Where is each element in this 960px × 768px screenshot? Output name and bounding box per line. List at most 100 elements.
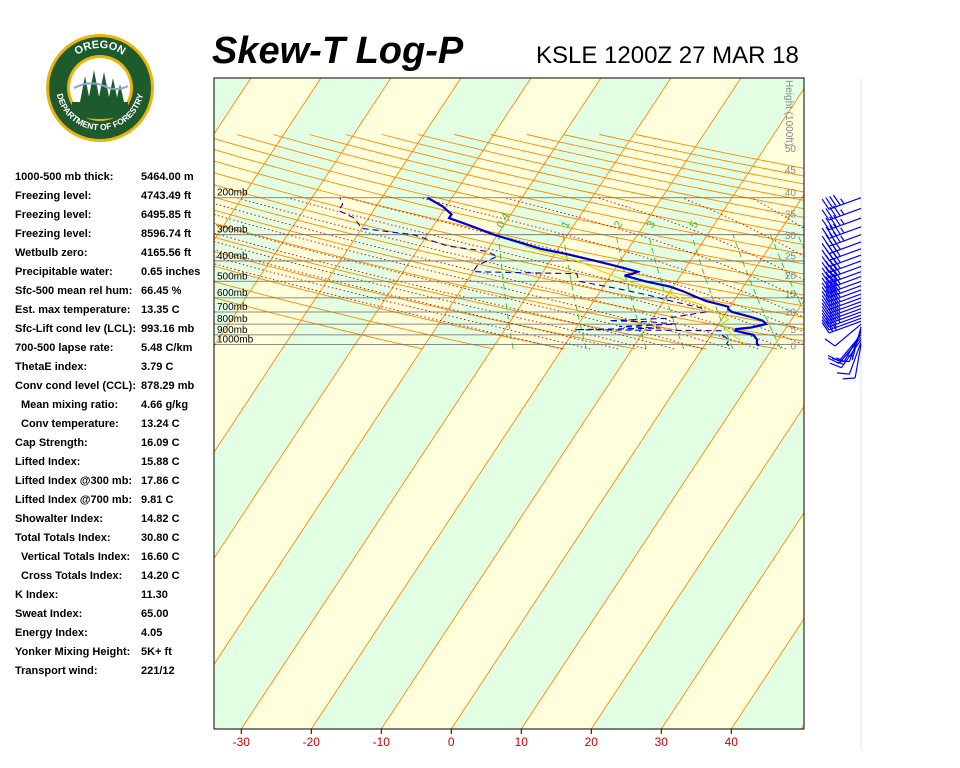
stat-label: 1000-500 mb thick: [15,171,114,183]
dry-adiabat [214,236,707,350]
x-tick-label: 10 [515,735,529,749]
isotherm-line [800,724,804,729]
stat-value: 13.24 C [141,418,180,430]
mixing-ratio-line [615,234,647,350]
height-axis-title: Height (1000ft) [783,80,794,146]
wind-barb [821,278,862,294]
chart-title: Skew-T Log-P [212,30,464,72]
stat-label: Lifted Index: [15,456,81,468]
isotherm-line [730,618,804,729]
dry-adiabat [214,250,636,350]
stat-label: Total Totals Index: [15,532,111,544]
wind-barb [824,323,862,347]
height-tick-label: 10 [785,308,797,319]
stat-value: 4743.49 ft [141,190,192,202]
wind-barb [821,245,862,261]
mixing-ratio-label: 5 [688,219,701,230]
station-label: KSLE 1200Z 27 MAR 18 [536,42,799,69]
stat-label: Conv temperature: [21,418,119,430]
moist-adiabat [214,203,759,350]
isotherm-line [310,78,742,729]
wind-barb [821,286,862,303]
x-tick-label: 30 [655,735,669,749]
mixing-ratio-label: 2 [612,219,625,230]
stat-label: ThetaE index: [15,361,88,373]
isotherm-line [450,193,804,729]
stat-label: Showalter Index: [15,513,104,525]
mixing-ratio-label: 3 [645,219,658,230]
moist-adiabat [214,232,675,350]
stat-label: Cap Strength: [15,437,88,449]
stat-value: 15.88 C [141,456,180,468]
temperature-profile [426,196,769,347]
stat-value: 4.66 g/kg [141,399,189,411]
moist-adiabat [419,197,804,318]
dry-adiabat [272,134,804,255]
wind-barb [837,341,862,375]
isobar-label: 500mb [217,271,248,282]
x-tick-label: 40 [725,735,739,749]
stat-value: 9.81 C [141,494,174,506]
dewpoint-profile [337,197,730,347]
svg-text:OREGON: OREGON [73,39,128,58]
height-tick-label: 30 [785,231,797,242]
stat-label: 700-500 lapse rate: [15,342,114,354]
isobar-label: 200mb [217,188,248,199]
isobar-label: 700mb [217,302,248,313]
stat-label: Est. max temperature: [15,304,131,316]
wind-barb [821,223,862,239]
moist-adiabat [214,241,647,350]
mixing-ratio-line [732,234,782,350]
dry-adiabat [381,134,804,227]
height-tick-label: 15 [785,290,797,301]
stat-value: 0.65 inches [141,266,201,278]
stat-value: 3.79 C [141,361,174,373]
x-tick-label: 0 [448,735,455,749]
wind-barb [821,290,862,307]
stat-label: Freezing level: [15,190,92,202]
isotherm-band [214,78,671,729]
mixing-ratio-line [691,234,734,350]
isotherm-line [380,87,804,729]
isobar-label: 1000mb [217,335,254,346]
dry-adiabat [236,134,804,265]
isotherm-line [871,78,960,729]
mixing-ratio-line [498,234,514,349]
stat-value: 221/12 [141,665,175,677]
isotherm-line [0,78,181,729]
stat-label: K Index: [15,589,59,601]
dry-adiabat [214,196,804,330]
plot-border [213,77,805,730]
mixing-ratio-line [648,234,685,350]
isotherm-band [871,78,960,729]
isotherm-line [520,299,804,729]
stat-label: Energy Index: [15,627,88,639]
stat-label: Mean mixing ratio: [21,399,119,411]
mixing-ratio-line [769,234,804,312]
moist-adiabat [214,213,731,350]
isotherm-line [0,78,111,729]
isobar-label: 900mb [217,325,248,336]
moist-adiabat [236,197,787,350]
stat-label: Conv cond level (CCL): [15,380,137,392]
stat-label: Sfc-500 mean rel hum: [15,285,133,297]
stat-value: 66.45 % [141,285,182,297]
stat-label: Wetbulb zero: [15,247,88,259]
height-tick-label: 35 [785,210,797,221]
stat-value: 5.48 C/km [141,342,193,354]
stat-value: 16.60 C [141,551,180,563]
stat-value: 13.35 C [141,304,180,316]
dry-adiabat [214,149,804,285]
stat-label: Lifted Index @300 mb: [15,475,133,487]
isotherm-line [590,405,804,729]
isobar-label: 800mb [217,314,248,325]
height-tick-label: 0 [790,342,796,353]
stat-value: 4.05 [141,627,163,639]
stat-label: Yonker Mixing Height: [15,646,131,658]
dry-adiabat [214,265,565,350]
x-tick-label: -20 [303,735,321,749]
isotherm-line [214,78,252,135]
plot-area: 0.4 1 2 3 5200mb300mb400mb500mb600mb700mb800… [0,78,960,729]
height-tick-label: 40 [785,188,797,199]
